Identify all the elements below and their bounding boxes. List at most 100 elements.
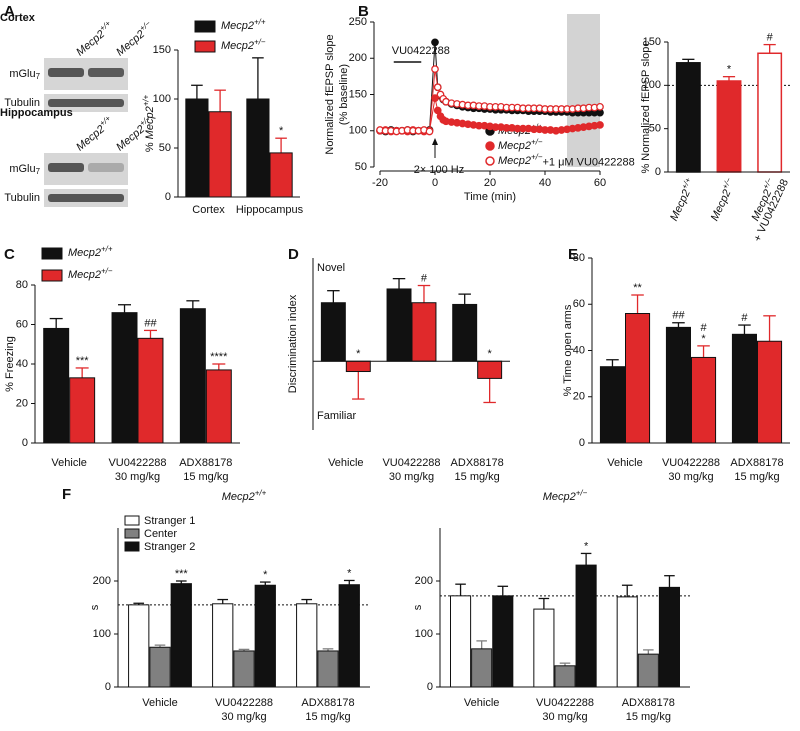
legend-label: Mecp2+/− <box>68 267 113 281</box>
x-tick-label: Vehicle <box>464 697 499 709</box>
bar <box>317 650 339 688</box>
legend-swatch <box>41 269 63 282</box>
y-tick-label: 60 <box>573 298 585 310</box>
panel-label: F <box>62 486 71 503</box>
drug-label: VU0422288 <box>392 45 450 57</box>
bar <box>625 313 651 444</box>
legend-label: Mecp2+/−+1 μM VU0422288 <box>498 153 635 169</box>
bar <box>208 111 232 198</box>
data-point <box>431 94 439 102</box>
bar <box>386 288 412 362</box>
legend-marker <box>485 141 495 151</box>
y-axis-label: s <box>89 604 101 610</box>
y-tick-label: 0 <box>22 437 28 449</box>
significance: ## <box>672 310 685 322</box>
x-tick-sublabel: 15 mg/kg <box>455 471 500 483</box>
bar <box>137 337 164 444</box>
legend-label: Mecp2+/+ <box>68 245 113 259</box>
bar <box>616 596 638 688</box>
x-tick-label: Vehicle <box>607 457 642 469</box>
x-tick-label: 60 <box>594 177 606 189</box>
legend-label: Mecp2+/+ <box>221 18 266 32</box>
data-point <box>431 65 439 73</box>
significance: * <box>488 348 493 360</box>
bar <box>69 377 96 444</box>
bar <box>246 98 270 198</box>
x-tick-label: VU0422288 <box>215 697 273 709</box>
bar <box>338 584 360 688</box>
stimulus-arrowhead <box>432 138 438 145</box>
x-tick-label: ADX88178 <box>622 697 675 709</box>
legend-swatch <box>41 247 63 260</box>
x-tick-label: Hippocampus <box>236 204 304 216</box>
band-label: Tubulin <box>4 97 40 109</box>
blot-band <box>88 68 124 77</box>
x-tick-label: Vehicle <box>142 697 177 709</box>
legend-swatch <box>124 528 140 539</box>
y-tick-label: 200 <box>93 575 111 587</box>
y-tick-label: 250 <box>349 16 367 28</box>
bar <box>757 52 783 173</box>
significance: * <box>279 125 284 137</box>
y-tick-label: 150 <box>349 88 367 100</box>
blot-band <box>48 68 84 77</box>
bar <box>492 595 514 688</box>
significance: * <box>727 64 732 76</box>
y-tick-label: 20 <box>573 391 585 403</box>
x-tick-label: ADX88178 <box>179 457 232 469</box>
blot-band <box>88 163 124 172</box>
panel-label: C <box>4 246 15 263</box>
bar <box>637 653 659 688</box>
bar <box>757 340 783 444</box>
blot-band <box>48 163 84 172</box>
y-tick-label: 0 <box>579 437 585 449</box>
bar <box>212 603 234 688</box>
x-tick-sublabel: 30 mg/kg <box>542 711 587 723</box>
x-tick-label: 0 <box>432 177 438 189</box>
y-tick-label: 100 <box>93 628 111 640</box>
chart-title: Mecp2+/+ <box>222 489 267 503</box>
significance: ## <box>144 317 157 329</box>
x-tick-label: 20 <box>484 177 496 189</box>
y-tick-label: 50 <box>159 142 171 154</box>
bar <box>599 366 625 444</box>
panel-label: D <box>288 246 299 263</box>
x-tick-sublabel: 30 mg/kg <box>115 471 160 483</box>
bar <box>185 98 209 198</box>
y-tick-label: 80 <box>16 279 28 291</box>
lane-label: Mecp2+/+ <box>73 19 117 59</box>
y-tick-label: 100 <box>643 79 661 91</box>
significance: * <box>701 333 706 345</box>
legend-swatch <box>124 541 140 552</box>
y-axis-label: % Mecp2+/+ <box>142 94 156 152</box>
x-tick-sublabel: 15 mg/kg <box>183 471 228 483</box>
y-tick-label: 0 <box>165 191 171 203</box>
y-tick-label: 100 <box>153 93 171 105</box>
shaded-region <box>567 14 600 167</box>
significance: # <box>741 312 748 324</box>
legend-label: Mecp2+/− <box>221 38 266 52</box>
y-tick-label: 100 <box>349 125 367 137</box>
y-tick-label: 50 <box>355 161 367 173</box>
region-label: Cortex <box>0 12 36 24</box>
blot-band <box>48 99 124 107</box>
x-tick-sublabel: 30 mg/kg <box>221 711 266 723</box>
panel-label: A <box>4 3 15 20</box>
significance: * <box>356 348 361 360</box>
y-tick-label: 40 <box>573 344 585 356</box>
legend-swatch <box>124 515 140 526</box>
x-tick-label: Vehicle <box>328 457 363 469</box>
data-point <box>596 121 604 129</box>
y-tick-label: 200 <box>349 52 367 64</box>
y-axis-label: s <box>412 604 424 610</box>
significance: # <box>700 322 707 334</box>
x-tick-sublabel: 30 mg/kg <box>668 471 713 483</box>
legend-label: Stranger 1 <box>144 515 195 527</box>
x-tick-label: -20 <box>372 177 388 189</box>
legend-swatch <box>194 20 216 33</box>
bar <box>675 62 701 173</box>
panel-label: B <box>358 3 369 20</box>
bar <box>205 369 232 444</box>
bar <box>111 312 138 444</box>
y-tick-label: 60 <box>16 318 28 330</box>
